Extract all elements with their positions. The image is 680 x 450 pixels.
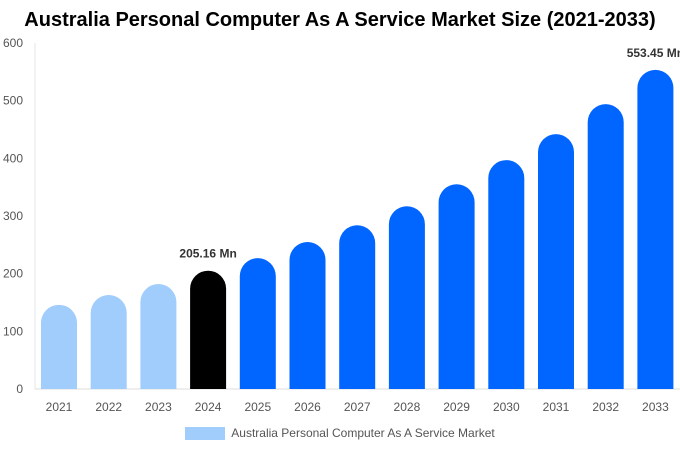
legend-swatch (185, 426, 226, 440)
x-tick-label: 2023 (145, 400, 172, 414)
bar-2031 (538, 134, 574, 389)
x-tick-label: 2025 (244, 400, 271, 414)
x-tick-label: 2029 (443, 400, 470, 414)
x-tick-label: 2030 (493, 400, 520, 414)
y-tick-label: 500 (3, 94, 23, 108)
x-tick-label: 2031 (543, 400, 570, 414)
y-tick-label: 0 (16, 382, 23, 396)
x-tick-label: 2033 (642, 400, 669, 414)
bar-2026 (289, 241, 326, 389)
x-tick-label: 2024 (195, 400, 222, 414)
bar-2022 (90, 295, 127, 389)
bar-2021 (41, 304, 77, 389)
x-tick-label: 2028 (394, 400, 421, 414)
x-tick-label: 2027 (344, 400, 371, 414)
y-tick-label: 400 (3, 151, 23, 165)
x-tick-label: 2022 (95, 400, 122, 414)
y-tick-label: 600 (3, 36, 23, 50)
chart-title: Australia Personal Computer As A Service… (24, 9, 656, 31)
y-tick-label: 200 (3, 267, 23, 281)
bar-2029 (438, 184, 475, 389)
y-tick-label: 100 (3, 324, 23, 338)
data-label: 205.16 Mn (179, 247, 236, 261)
bar-2025 (239, 258, 276, 389)
bar-2024 (190, 270, 227, 389)
legend: Australia Personal Computer As A Service… (0, 426, 680, 440)
legend-label: Australia Personal Computer As A Service… (231, 426, 495, 440)
bar-2028 (388, 206, 425, 389)
bar-2030 (488, 160, 525, 389)
data-label: 553.45 Mn (627, 46, 680, 60)
x-tick-label: 2021 (46, 400, 73, 414)
x-tick-label: 2032 (592, 400, 619, 414)
bar-2023 (140, 284, 177, 389)
x-tick-label: 2026 (294, 400, 321, 414)
y-tick-label: 300 (3, 209, 23, 223)
bar-2033 (637, 69, 674, 389)
bar-2027 (339, 225, 376, 389)
bar-2032 (587, 104, 624, 390)
